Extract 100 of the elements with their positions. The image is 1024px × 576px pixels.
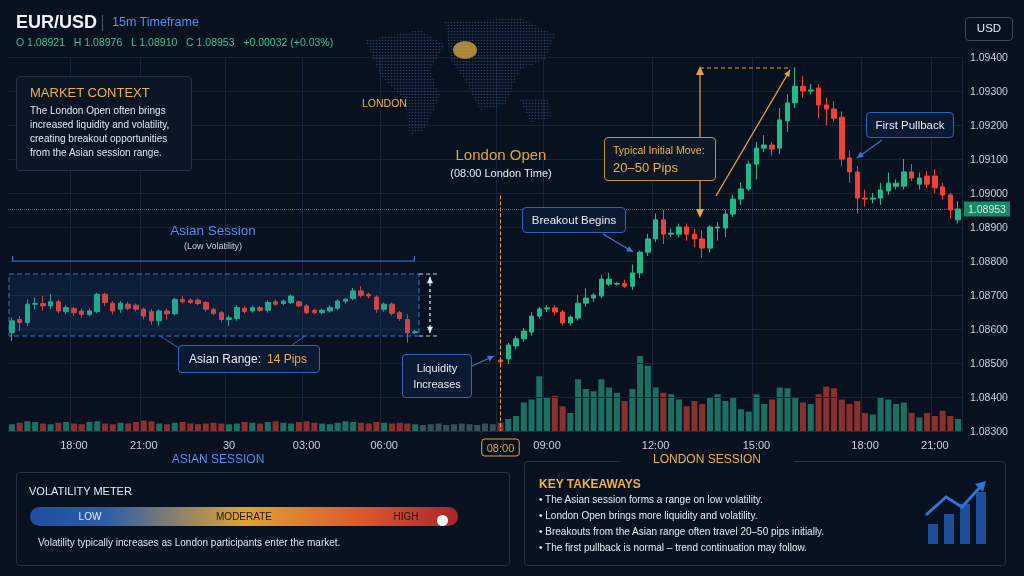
bar [272,421,279,431]
candlestick [560,309,565,327]
x-tick-label: 12:00 [641,438,670,451]
bar [893,404,900,431]
bar [489,424,496,431]
candlestick [226,314,232,327]
bar [226,424,233,431]
candlestick [537,306,542,320]
bar [24,421,31,431]
y-tick-label: 1.08500 [970,357,1009,369]
currency-selector: USD [965,17,1013,41]
bar [955,419,962,431]
x-tick-label: 30 [222,438,236,451]
candlestick [350,287,356,301]
y-tick-label: 1.09000 [970,187,1009,199]
text: LOW [77,511,103,522]
bar [288,423,295,431]
candlestick [723,209,728,238]
bar [249,422,256,431]
bar [117,422,124,431]
candlestick [870,192,876,204]
candlestick [327,304,333,314]
annotation: Typical Initial Move: [613,144,705,156]
candlestick [265,299,271,314]
bar [699,404,706,431]
candlestick [319,308,325,315]
bar [799,402,807,431]
bar [730,398,737,431]
candlestick [785,93,790,133]
bar [675,399,682,431]
y-tick-label: 1.08300 [970,425,1009,437]
candlestick [599,274,604,299]
candlestick [622,279,627,289]
bar [652,387,659,431]
candlestick [699,229,705,259]
candlestick [188,297,193,305]
bar [520,402,527,431]
callout-box: First Pullback [866,112,954,138]
candlestick [855,165,860,214]
text: LONDON SESSION [620,452,794,466]
bar [908,413,915,431]
annotation: (Low Volatility) [183,241,243,251]
candlestick [412,329,418,335]
text: O 1.08921 H 1.08976 L 1.08910 C 1.08953 +0.00032 (+0.03%) [16,36,334,48]
candlestick [777,107,782,155]
annotation: Liquidity Increases [412,361,462,392]
bar [8,424,15,431]
candlestick [653,212,658,243]
bar [381,422,388,431]
candlestick [730,194,736,218]
candlestick [591,292,596,303]
candlestick [630,263,635,291]
annotation: Breakout Begins [530,214,618,226]
candlestick [25,298,30,327]
candlestick [366,292,371,299]
bar [637,356,644,431]
candlestick [637,250,643,279]
bar [606,387,613,431]
x-tick-label: 18:00 [851,438,879,451]
candlestick [917,172,922,191]
bar [924,413,931,431]
bar [900,402,907,431]
callout-box: Breakout Begins [522,207,626,233]
annotation: The London Open often brings increased liquidity and volatility, creating breakout opportunities from the Asian session range. [30,104,171,160]
candlestick [381,301,387,313]
candlestick [738,182,744,206]
bar [125,423,132,431]
y-tick-label: 1.09400 [970,51,1009,63]
bar [156,423,163,431]
candlestick [862,189,868,208]
candlestick [839,110,845,167]
candlestick [606,272,612,287]
bar [295,422,302,431]
candlestick [9,317,15,342]
y-tick-label: 1.08600 [970,323,1009,335]
candlestick [932,168,938,194]
chart-subtitle: 15m Timeframe [112,15,199,29]
candlestick [234,304,240,322]
bar [388,423,395,431]
bar [551,395,558,431]
candlestick [273,298,278,307]
bar [319,423,326,431]
x-tick-label: 09:00 [533,438,561,451]
candlestick [684,223,689,242]
bar [412,424,419,431]
bar [350,422,357,431]
candlestick [257,305,263,313]
bar [559,406,566,431]
candlestick [940,182,945,201]
bar [39,423,46,431]
bar [869,414,876,431]
bar [280,422,287,431]
bar [644,365,651,431]
bar [838,399,845,431]
candlestick [575,294,581,321]
y-tick-label: 1.09100 [970,153,1009,165]
y-tick-label: 1.08400 [970,391,1009,403]
candlestick [831,100,837,123]
bar [505,419,512,431]
candlestick [172,297,178,316]
